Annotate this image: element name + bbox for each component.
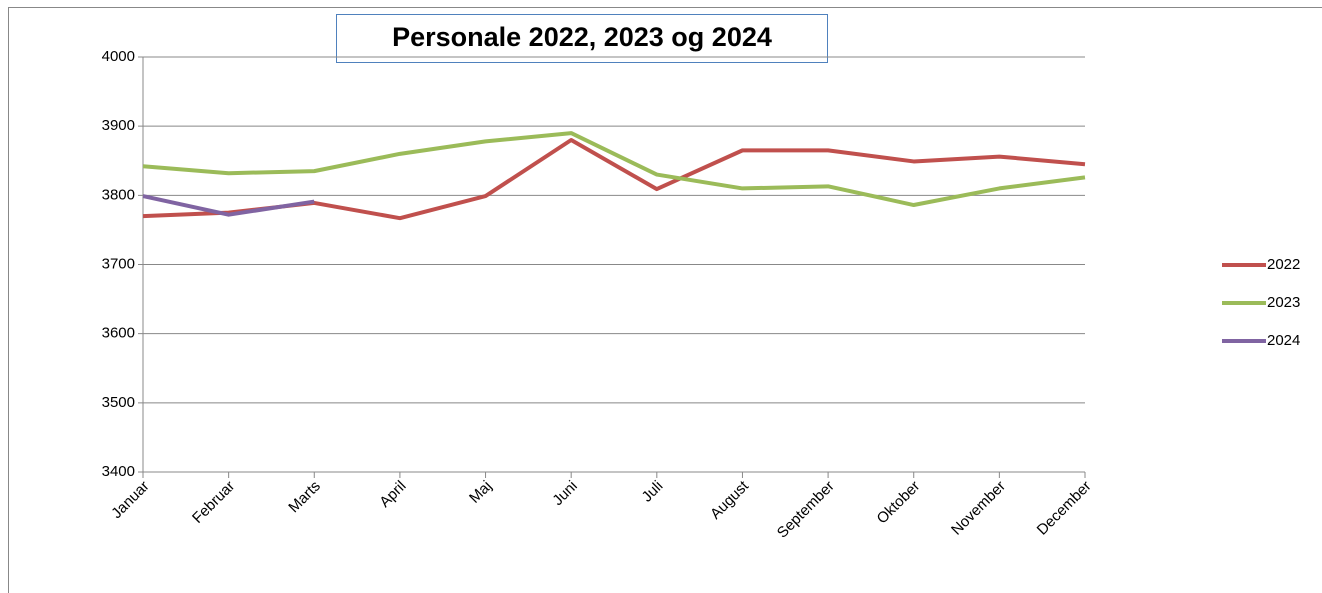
title-box xyxy=(336,14,828,63)
x-tick-label: Januar xyxy=(108,478,152,522)
series-line xyxy=(142,131,1086,208)
x-tick-label: Marts xyxy=(285,478,324,517)
x-tick-label: August xyxy=(707,477,753,523)
y-tick-label: 3600 xyxy=(102,325,135,342)
chart-border xyxy=(8,7,1322,593)
y-tick-label: 3500 xyxy=(102,394,135,411)
legend-label: 2022 xyxy=(1267,256,1300,273)
x-tick-label: Maj xyxy=(466,478,495,507)
x-tick-label: Juli xyxy=(639,478,667,506)
chart-title: Personale 2022, 2023 og 2024 xyxy=(392,22,772,52)
series-line xyxy=(142,194,315,217)
x-tick-label: Februar xyxy=(189,478,238,527)
x-tick-label: Oktober xyxy=(874,478,924,528)
y-tick-label: 3700 xyxy=(102,255,135,272)
x-tick-label: April xyxy=(376,478,409,511)
x-tick-label: December xyxy=(1034,478,1095,539)
y-tick-label: 3400 xyxy=(102,463,135,480)
legend-label: 2024 xyxy=(1267,332,1300,349)
legend-label: 2023 xyxy=(1267,294,1300,311)
x-tick-label: September xyxy=(774,478,838,542)
y-tick-label: 4000 xyxy=(102,48,135,65)
x-tick-label: Juni xyxy=(549,478,580,509)
x-tick-label: November xyxy=(948,478,1009,539)
y-tick-label: 3900 xyxy=(102,117,135,134)
y-tick-label: 3800 xyxy=(102,186,135,203)
